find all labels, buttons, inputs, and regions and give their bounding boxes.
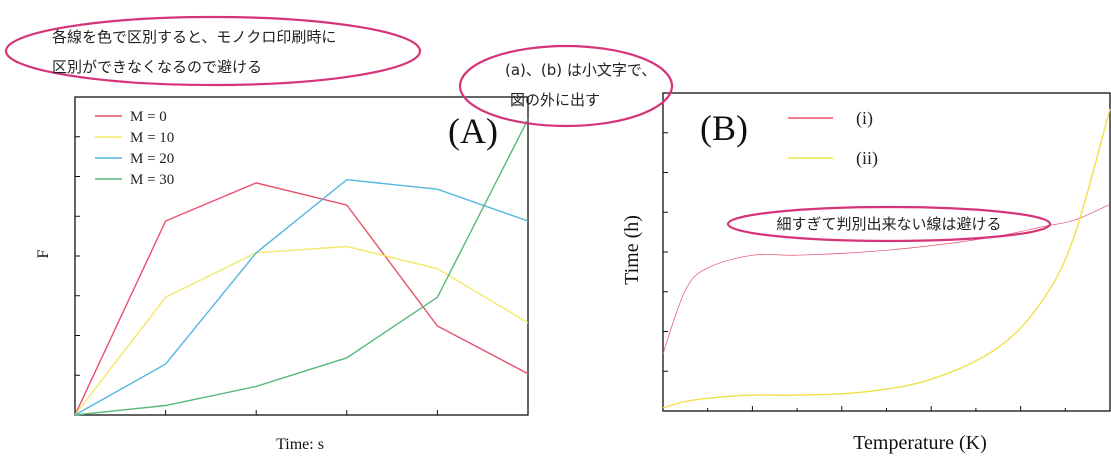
chart-a-legend-label-1: M = 10	[130, 130, 174, 146]
chart-b-legend: (i) (ii)	[788, 108, 878, 169]
chart-a-legend: M = 0 M = 10 M = 20 M = 30	[95, 109, 174, 188]
chart-a-series-group	[74, 118, 529, 416]
chart-a-legend-label-0: M = 0	[130, 109, 167, 125]
chart-a: M = 0 M = 10 M = 20 M = 30 (A) Time: s F	[35, 96, 529, 453]
chart-b: (i) (ii) (B) Temperature (K) Time (h)	[621, 92, 1111, 454]
chart-a-panel-label: (A)	[448, 111, 498, 151]
chart-a-series-0	[74, 182, 529, 416]
color-note-line1: 各線を色で区別すると、モノクロ印刷時に	[52, 28, 336, 46]
chart-b-series-group	[662, 108, 1111, 409]
color-note-ellipse	[4, 15, 422, 87]
label-note: (a)、(b) は小文字で、 図の外に出す	[458, 44, 674, 128]
label-note-line2: 図の外に出す	[510, 91, 600, 109]
color-note: 各線を色で区別すると、モノクロ印刷時に 区別ができなくなるので避ける	[4, 15, 422, 87]
chart-b-legend-label-1: (ii)	[856, 148, 878, 169]
chart-b-xlabel: Temperature (K)	[853, 432, 987, 454]
chart-b-panel-label: (B)	[700, 108, 748, 148]
chart-a-ylabel: F	[35, 249, 52, 258]
thin-line-note-text: 細すぎて判別出来ない線は避ける	[776, 215, 1001, 233]
chart-b-ticks	[663, 132, 1066, 411]
label-note-line1: (a)、(b) は小文字で、	[505, 61, 656, 79]
chart-a-legend-label-3: M = 30	[130, 172, 174, 188]
chart-a-series-3	[74, 118, 529, 416]
chart-a-series-2	[74, 178, 529, 416]
chart-b-legend-label-0: (i)	[856, 108, 873, 129]
chart-a-xlabel: Time: s	[276, 436, 324, 453]
chart-b-ylabel: Time (h)	[621, 215, 643, 285]
chart-b-series-1	[662, 108, 1111, 409]
thin-line-note: 細すぎて判別出来ない線は避ける	[726, 205, 1052, 243]
chart-a-ticks	[75, 136, 438, 415]
chart-a-legend-label-2: M = 20	[130, 151, 174, 167]
label-note-ellipse	[458, 44, 674, 128]
thin-line-note-ellipse	[726, 205, 1052, 243]
chart-a-series-1	[74, 245, 529, 416]
color-note-line2: 区別ができなくなるので避ける	[52, 58, 262, 76]
